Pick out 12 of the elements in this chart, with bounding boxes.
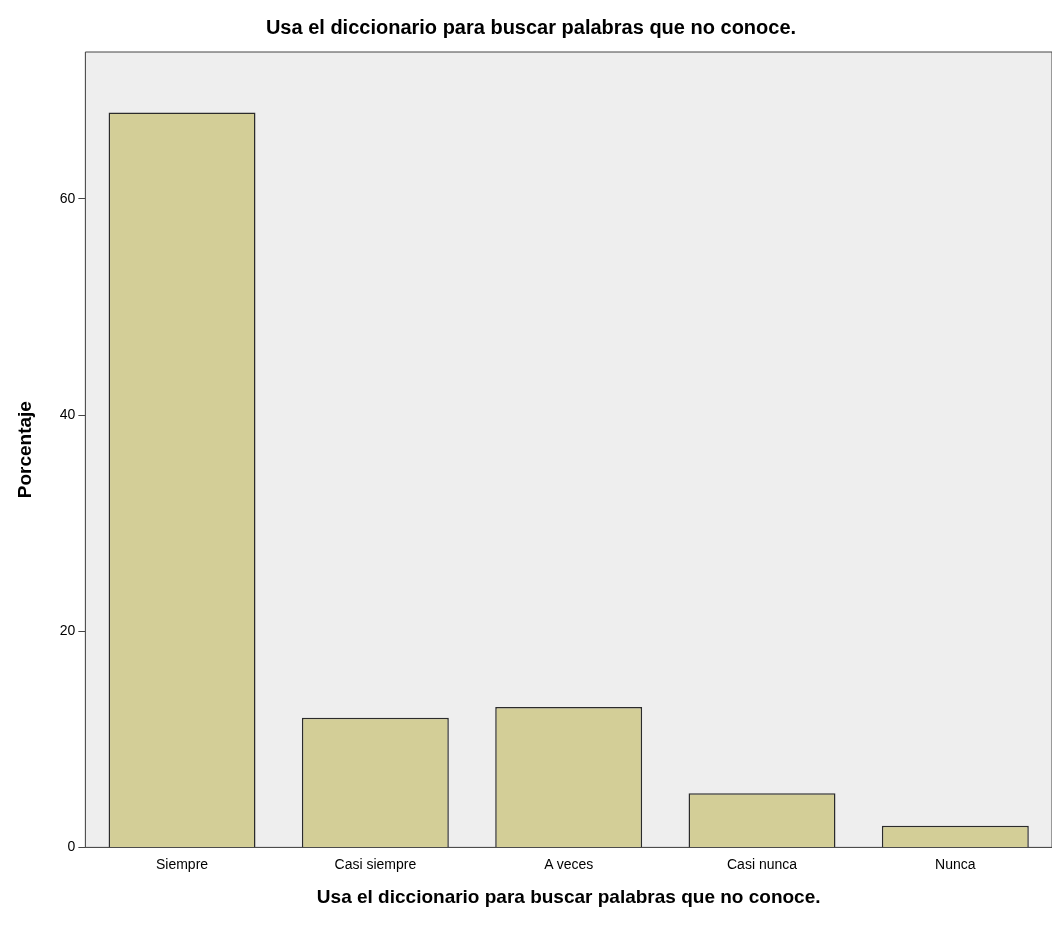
y-tick-label: 40 xyxy=(59,405,76,422)
x-tick-label: Nunca xyxy=(935,855,976,872)
x-tick-label: Casi siempre xyxy=(334,855,417,872)
chart-title: Usa el diccionario para buscar palabras que no conoce. xyxy=(265,15,797,38)
x-tick-label: Siempre xyxy=(155,855,209,872)
y-tick-label: 60 xyxy=(59,189,76,206)
x-tick-label: Casi nunca xyxy=(726,855,798,872)
x-axis-title: Usa el diccionario para buscar palabras que no conoce. xyxy=(316,885,821,907)
y-tick-label: 20 xyxy=(59,622,76,639)
y-tick-label: 0 xyxy=(67,838,76,855)
x-tick-label: A veces xyxy=(544,855,594,872)
y-axis-title: Porcentaje xyxy=(13,401,35,499)
